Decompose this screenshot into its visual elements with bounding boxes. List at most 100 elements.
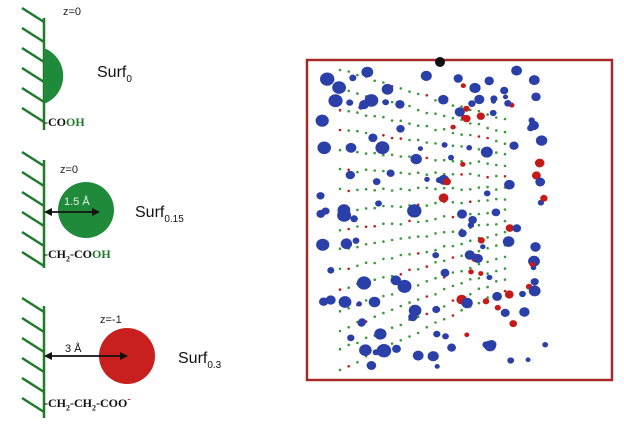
lattice-dot	[451, 104, 455, 107]
lattice-dot	[347, 70, 351, 73]
lattice-dot	[390, 205, 394, 208]
lattice-dot	[442, 244, 446, 248]
ion-sphere	[375, 141, 390, 155]
lattice-dot	[451, 173, 455, 176]
counter-ion-sphere	[438, 193, 449, 203]
ion-sphere	[315, 114, 329, 127]
lattice-dot	[338, 329, 342, 333]
counter-ion-sphere	[450, 124, 456, 130]
lattice-dot	[356, 150, 359, 154]
lattice-dot	[364, 152, 368, 155]
lattice-dot	[356, 170, 359, 174]
ion-sphere	[527, 124, 535, 132]
group-formula-1: -COOH	[44, 115, 85, 130]
lattice-dot	[425, 295, 429, 298]
ion-sphere	[368, 296, 381, 308]
lattice-dot	[399, 237, 403, 240]
lattice-dot	[486, 185, 489, 189]
ion-sphere	[316, 192, 325, 200]
ion-sphere	[347, 334, 355, 342]
lattice-dot	[460, 269, 463, 273]
lattice-dot	[495, 197, 498, 201]
z-label-2: z=0	[60, 164, 79, 176]
lattice-dot	[338, 247, 342, 250]
ion-sphere	[486, 274, 493, 281]
lattice-dot	[356, 73, 359, 77]
lattice-dot	[364, 336, 368, 340]
lattice-dot	[442, 317, 446, 321]
lattice-dot	[495, 116, 498, 119]
ion-sphere	[407, 204, 422, 218]
lattice-dot	[382, 276, 385, 279]
lattice-dot	[434, 232, 437, 235]
lattice-dot	[373, 79, 377, 83]
lattice-dot	[434, 261, 437, 264]
lattice-dot	[382, 169, 385, 173]
surf-label-2-base: Surf	[135, 204, 165, 221]
surf-label-3: Surf0.3	[178, 350, 221, 371]
lattice-dot	[503, 142, 507, 145]
lattice-dot	[416, 252, 420, 255]
ion-sphere	[504, 179, 515, 190]
lattice-dot	[408, 268, 411, 272]
lattice-dot	[486, 199, 489, 202]
lattice-dot	[347, 129, 351, 132]
lattice-dot	[399, 339, 403, 342]
ion-sphere	[345, 170, 355, 180]
counter-ion-sphere	[443, 177, 451, 186]
lattice-dot	[373, 169, 377, 172]
lattice-dot	[373, 189, 377, 192]
lattice-dot	[442, 158, 446, 162]
lattice-dot	[390, 153, 394, 157]
lattice-dot	[347, 307, 351, 310]
lattice-dot	[434, 159, 437, 162]
lattice-dot	[416, 331, 420, 335]
ion-sphere	[530, 242, 541, 252]
z-label-1: z=0	[63, 6, 82, 18]
lattice-dot	[373, 114, 377, 118]
formula-part: -CO	[44, 115, 66, 129]
lattice-dot	[434, 248, 437, 252]
lattice-dot	[460, 201, 463, 205]
lattice-dot	[460, 133, 463, 136]
lattice-dot	[382, 294, 385, 298]
lattice-dot	[477, 212, 481, 216]
lattice-dot	[425, 219, 429, 223]
ion-sphere	[457, 209, 467, 219]
lattice-dot	[399, 304, 403, 308]
lattice-dot	[434, 128, 437, 132]
lattice-dot	[477, 301, 481, 305]
ion-sphere	[468, 100, 476, 107]
lattice-dot	[486, 126, 489, 130]
lattice-dot	[460, 105, 463, 108]
counter-ion-sphere	[478, 271, 484, 276]
lattice-dot	[364, 131, 368, 135]
lattice-dot	[382, 187, 385, 190]
lattice-dot	[416, 315, 420, 319]
lattice-dot	[390, 238, 394, 242]
ion-sphere	[372, 178, 381, 186]
lattice-dot	[382, 81, 385, 84]
ion-sphere	[453, 74, 463, 83]
lattice-dot	[434, 217, 437, 221]
lattice-dot	[503, 117, 507, 121]
lattice-dot	[469, 292, 472, 296]
lattice-dot	[338, 288, 342, 291]
sphere-surf-0	[44, 48, 64, 104]
lattice-dot	[390, 189, 394, 192]
lattice-dot	[451, 284, 455, 288]
lattice-dot	[486, 260, 489, 264]
lattice-dot	[469, 162, 472, 165]
ion-sphere	[480, 146, 493, 158]
lattice-dot	[451, 186, 455, 190]
lattice-dot	[364, 187, 368, 191]
ion-sphere	[359, 344, 372, 357]
lattice-dot	[451, 244, 455, 248]
lattice-dot	[347, 168, 351, 172]
lattice-dot	[469, 172, 472, 176]
counter-ion-sphere	[461, 114, 468, 121]
formula-part: -CH	[44, 247, 66, 261]
ion-sphere	[519, 307, 530, 317]
lattice-dot	[477, 174, 481, 177]
surf-label-3-base: Surf	[178, 350, 208, 367]
